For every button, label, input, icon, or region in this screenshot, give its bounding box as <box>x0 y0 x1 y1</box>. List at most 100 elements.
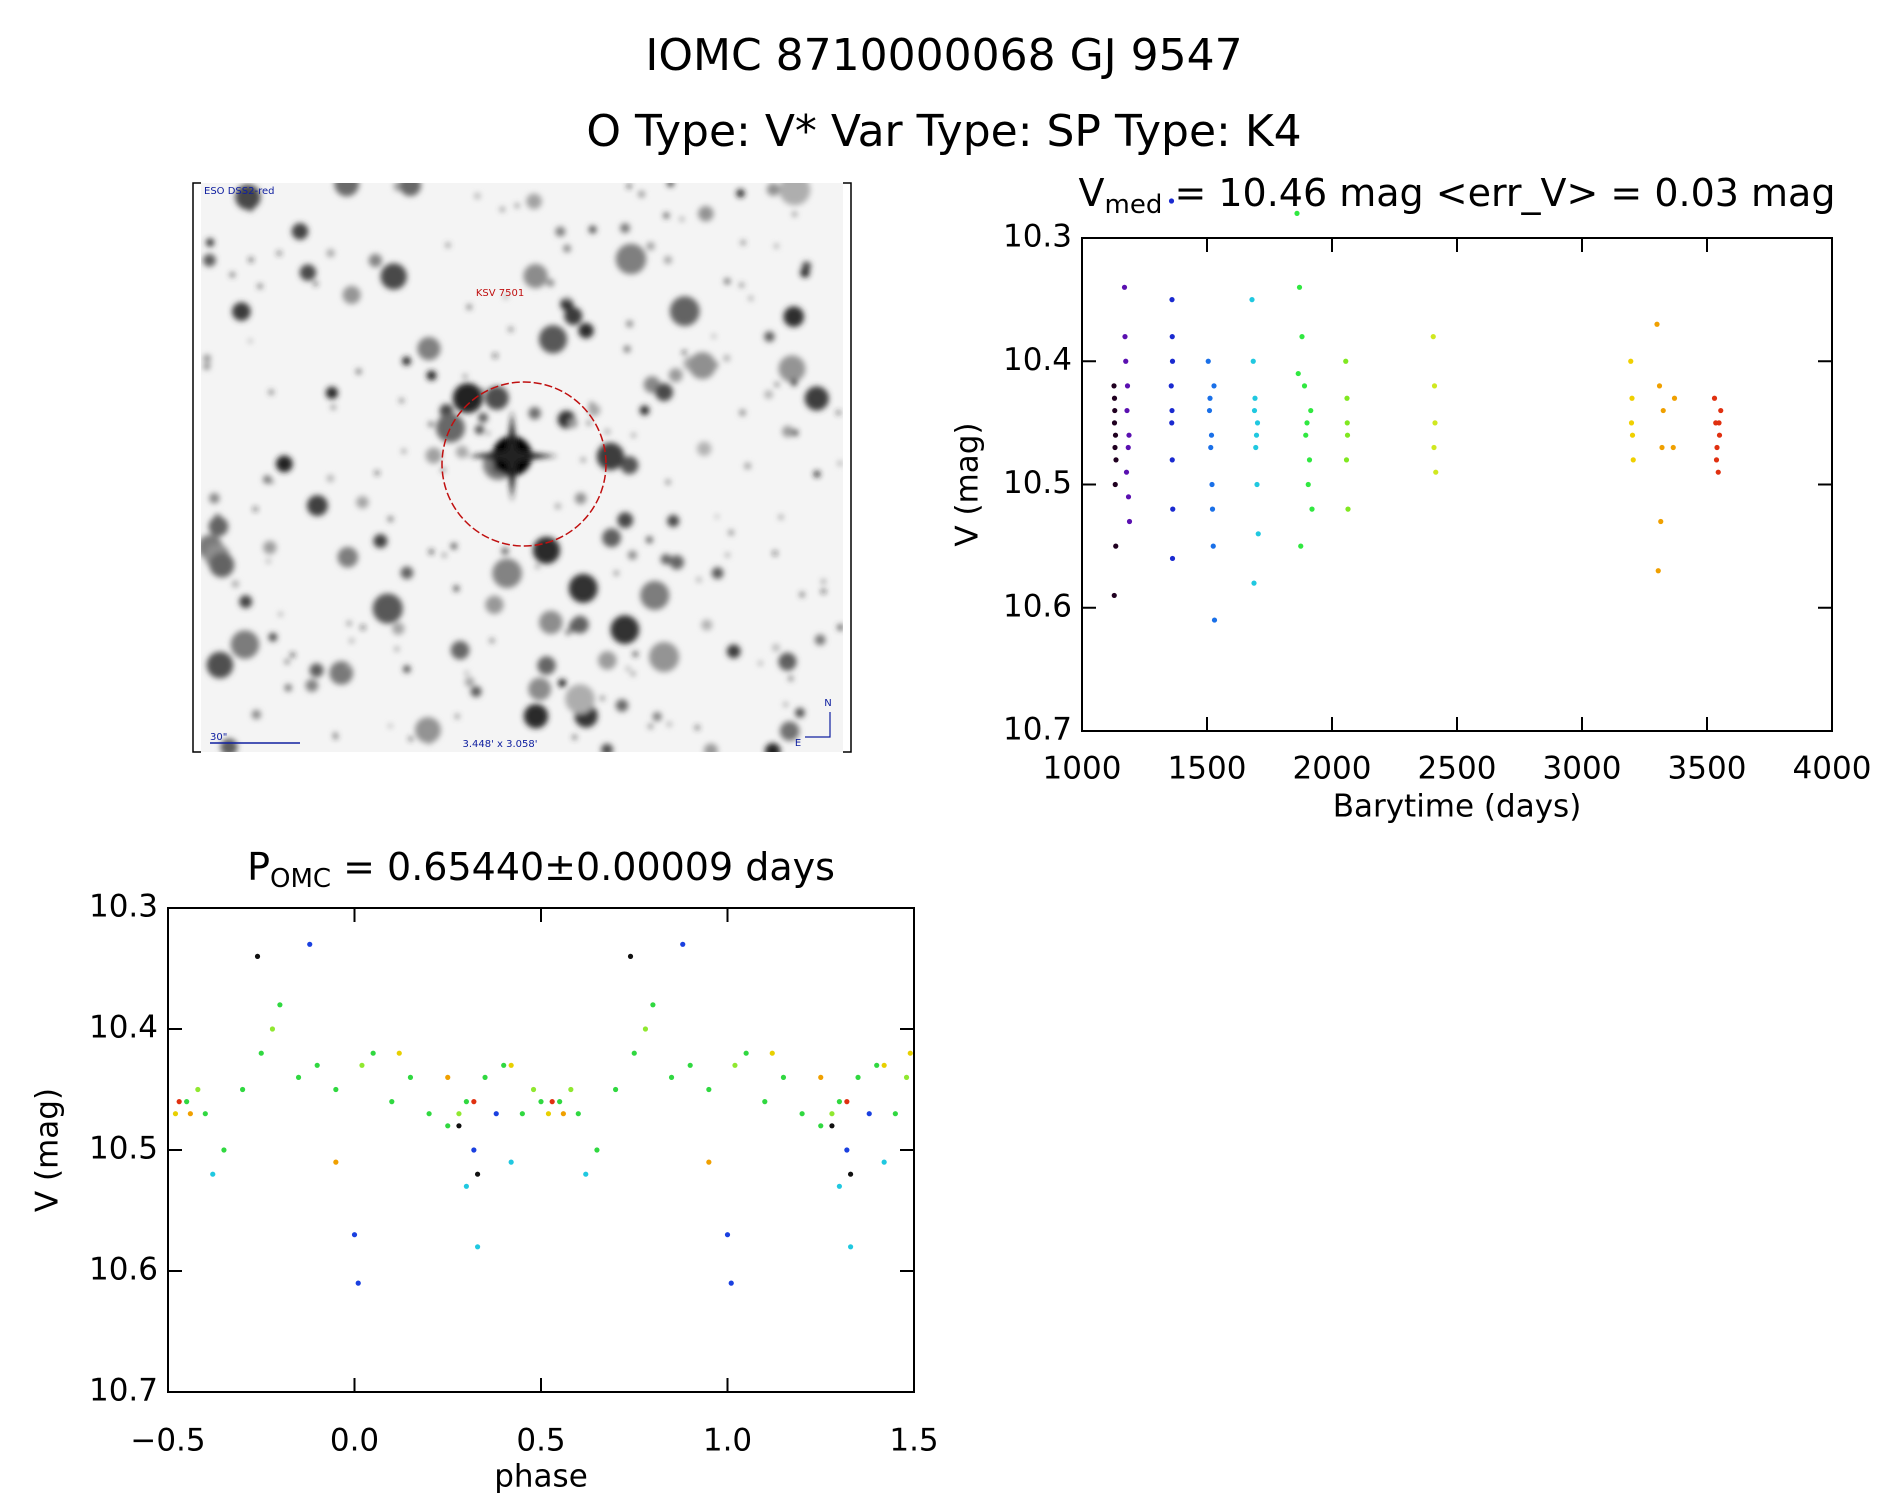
data-point <box>881 1062 887 1068</box>
data-point <box>1654 321 1660 327</box>
star <box>277 251 282 256</box>
data-point <box>1205 358 1211 364</box>
stars <box>201 183 843 752</box>
star <box>428 421 434 427</box>
data-point <box>474 1171 481 1177</box>
x-tick-label: −0.5 <box>130 1423 205 1459</box>
target-spikes <box>466 410 558 502</box>
star <box>435 413 465 443</box>
star <box>349 638 355 644</box>
star <box>368 253 383 268</box>
data-point <box>557 1099 563 1105</box>
star <box>290 652 295 658</box>
target-circle <box>441 381 607 547</box>
data-point <box>1254 481 1260 488</box>
y-tick-label: 10.7 <box>89 1373 158 1409</box>
data-point <box>538 1099 544 1105</box>
star <box>263 540 277 555</box>
title-subscript: OMC <box>270 864 331 894</box>
x-tick-label: 1500 <box>1168 751 1247 787</box>
x-tick-label: 1.5 <box>889 1423 938 1459</box>
data-point <box>1715 469 1721 475</box>
star <box>205 238 215 247</box>
data-point <box>1432 420 1438 426</box>
star <box>669 296 700 327</box>
data-point <box>1295 370 1301 377</box>
data-point <box>1168 383 1174 389</box>
star <box>790 378 798 386</box>
star <box>555 226 566 237</box>
star <box>309 663 324 678</box>
star <box>572 735 577 740</box>
data-point <box>1169 420 1175 426</box>
star <box>669 555 685 570</box>
data-point <box>519 1111 525 1117</box>
star <box>206 363 211 368</box>
star <box>574 492 587 505</box>
star <box>655 383 674 402</box>
star <box>266 559 271 564</box>
data-point <box>471 1147 477 1153</box>
data-point <box>1713 457 1720 463</box>
star <box>235 184 261 210</box>
star <box>417 337 441 361</box>
data-point <box>254 953 261 960</box>
data-point <box>1169 297 1175 303</box>
data-point <box>1113 457 1119 463</box>
star <box>537 656 556 675</box>
star <box>306 495 328 517</box>
data-point <box>1655 568 1661 574</box>
data-point <box>314 1062 320 1068</box>
y-tick-label: 10.6 <box>89 1252 158 1288</box>
star <box>493 353 498 358</box>
star <box>620 456 639 475</box>
data-point <box>508 1062 514 1068</box>
star <box>565 296 570 301</box>
data-point <box>903 1074 910 1080</box>
star <box>774 382 779 387</box>
data-point <box>1121 284 1128 290</box>
star <box>532 536 561 564</box>
star <box>615 699 629 712</box>
star <box>758 661 763 666</box>
size-label: 3.448' x 3.058' <box>462 739 537 750</box>
data-point <box>1656 383 1663 389</box>
star <box>474 192 481 199</box>
data-point <box>195 1086 201 1093</box>
star <box>785 661 790 666</box>
data-point <box>176 1099 182 1105</box>
star <box>555 503 561 509</box>
data-point <box>844 1147 850 1153</box>
star <box>588 404 601 417</box>
data-point <box>583 1171 589 1177</box>
data-point <box>1112 444 1118 451</box>
star <box>778 515 783 520</box>
data-point <box>1628 420 1635 426</box>
star <box>464 677 475 687</box>
data-point <box>1125 444 1131 451</box>
data-point <box>463 1099 469 1105</box>
star <box>698 205 714 222</box>
data-point <box>642 1026 649 1032</box>
star <box>546 279 555 287</box>
data-point <box>1255 531 1261 537</box>
data-point <box>680 941 686 947</box>
star <box>788 676 794 681</box>
star <box>503 294 509 300</box>
data-point <box>874 1062 880 1068</box>
chart-title: POMC = 0.65440±0.00009 days <box>247 845 835 894</box>
star <box>617 512 634 529</box>
data-point <box>1254 420 1261 426</box>
data-point <box>1208 444 1214 451</box>
data-point <box>1112 481 1118 488</box>
star <box>392 622 405 635</box>
star <box>342 285 361 305</box>
star <box>325 386 339 400</box>
star <box>615 243 647 275</box>
data-point <box>1718 407 1724 414</box>
star <box>230 630 260 659</box>
data-point <box>847 1244 854 1250</box>
star <box>568 573 598 603</box>
data-point <box>530 1086 537 1093</box>
data-point <box>1714 444 1720 451</box>
